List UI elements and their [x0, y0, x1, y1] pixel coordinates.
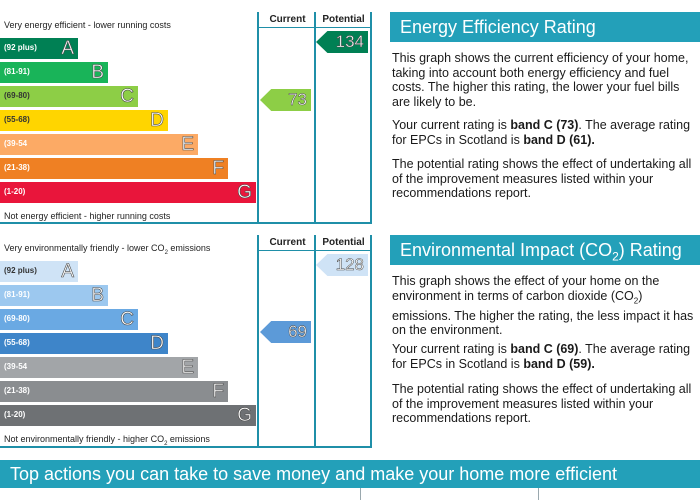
environment-potential-arrow: 128 [316, 254, 368, 276]
environment-band-b-range: (81-91) [4, 290, 30, 299]
energy-band-c-letter: C [120, 86, 134, 108]
energy-header-rule [257, 27, 372, 28]
energy-top-label: Very energy efficient - lower running co… [4, 20, 171, 30]
energy-band-b-range: (81-91) [4, 67, 30, 76]
energy-rating-chart: Very energy efficient - lower running co… [0, 0, 372, 224]
environment-band-g-range: (1-20) [4, 410, 26, 419]
energy-band-a: (92 plus) A [0, 38, 78, 59]
energy-efficiency-heading: Energy Efficiency Rating [390, 12, 700, 42]
environment-current-rating-text: Your current rating is band C (69). The … [392, 342, 691, 371]
environment-band-e-range: (39-54 [4, 362, 28, 371]
environment-divider-1 [257, 235, 259, 446]
energy-potential-header: Potential [322, 14, 365, 25]
environment-band-d: (55-68) D [0, 333, 168, 354]
energy-band-g: (1-20) G [0, 182, 256, 203]
energy-band-e: (39-54 E [0, 134, 198, 155]
environment-header-rule [257, 250, 372, 251]
environment-top-label: Very environmentally friendly - lower CO… [4, 243, 211, 256]
environment-band-g-letter: G [237, 405, 252, 427]
energy-current-header: Current [269, 14, 306, 25]
environment-divider-2 [314, 235, 316, 446]
energy-band-d-range: (55-68) [4, 115, 30, 124]
environment-band-f-range: (21-38) [4, 386, 30, 395]
environment-band-a-letter: A [61, 261, 74, 283]
energy-band-a-letter: A [61, 38, 74, 60]
energy-band-d: (55-68) D [0, 110, 168, 131]
energy-band-g-range: (1-20) [4, 187, 26, 196]
energy-band-b: (81-91) B [0, 62, 108, 83]
energy-potential-rating-text: The potential rating shows the effect of… [392, 157, 692, 200]
environment-band-a: (92 plus) A [0, 261, 78, 282]
table-header-strip [0, 488, 700, 500]
energy-band-c: (69-80) C [0, 86, 138, 107]
energy-efficiency-description: This graph shows the current efficiency … [392, 51, 689, 109]
environment-band-c-letter: C [120, 309, 134, 331]
energy-band-g-letter: G [237, 182, 252, 204]
environment-band-f-letter: F [212, 381, 224, 403]
environment-bottom-label: Not environmentally friendly - higher CO… [4, 434, 210, 447]
environmental-impact-heading: Environmental Impact (CO2) Rating [390, 235, 700, 265]
energy-band-e-letter: E [181, 134, 194, 156]
environment-potential-rating-text: The potential rating shows the effect of… [392, 382, 692, 425]
energy-bottom-label: Not energy efficient - higher running co… [4, 211, 171, 221]
energy-band-b-letter: B [91, 62, 104, 84]
environment-band-a-range: (92 plus) [4, 266, 37, 275]
environment-band-e: (39-54 E [0, 357, 198, 378]
environmental-rating-chart: Very environmentally friendly - lower CO… [0, 235, 372, 448]
table-column-divider-1 [360, 488, 361, 500]
environment-band-b-letter: B [91, 285, 104, 307]
environment-band-b: (81-91) B [0, 285, 108, 306]
energy-divider-2 [314, 12, 316, 222]
energy-potential-arrow: 134 [316, 31, 368, 53]
table-column-divider-2 [538, 488, 539, 500]
energy-band-f-range: (21-38) [4, 163, 30, 172]
energy-band-e-range: (39-54 [4, 139, 28, 148]
energy-divider-1 [257, 12, 259, 222]
environment-current-arrow: 69 [260, 321, 311, 343]
environment-potential-header: Potential [322, 237, 365, 248]
environment-divider-3 [370, 235, 372, 446]
energy-band-f: (21-38) F [0, 158, 228, 179]
environment-band-f: (21-38) F [0, 381, 228, 402]
energy-band-a-range: (92 plus) [4, 43, 37, 52]
environment-band-e-letter: E [181, 357, 194, 379]
environment-current-header: Current [269, 237, 306, 248]
environmental-impact-description: This graph shows the effect of your home… [392, 274, 694, 337]
energy-band-f-letter: F [212, 158, 224, 180]
energy-band-c-range: (69-80) [4, 91, 30, 100]
energy-current-arrow: 73 [260, 89, 311, 111]
top-actions-banner: Top actions you can take to save money a… [0, 460, 700, 488]
environment-band-d-letter: D [150, 333, 164, 355]
environment-band-c: (69-80) C [0, 309, 138, 330]
energy-current-rating-text: Your current rating is band C (73). The … [392, 118, 691, 147]
energy-divider-3 [370, 12, 372, 222]
environment-band-d-range: (55-68) [4, 338, 30, 347]
environment-band-c-range: (69-80) [4, 314, 30, 323]
energy-band-d-letter: D [150, 110, 164, 132]
environment-band-g: (1-20) G [0, 405, 256, 426]
